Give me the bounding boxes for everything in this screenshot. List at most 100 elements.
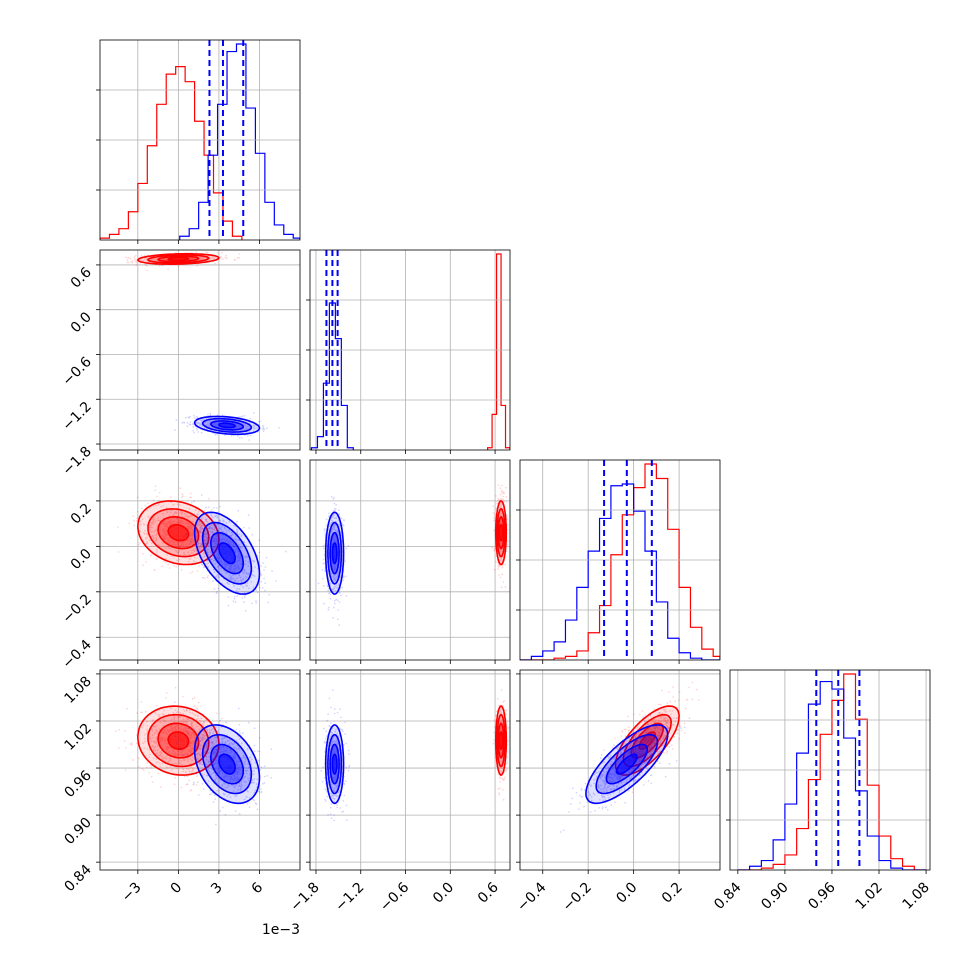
histogram-panel-3 [726, 669, 931, 874]
density-contour [147, 713, 210, 768]
x-tick-label: 0.0 [613, 880, 640, 907]
y-tick-label: 1.02 [61, 720, 94, 753]
x-tick-label: 3 [208, 880, 226, 898]
density-contour [329, 531, 340, 575]
histogram-step [520, 483, 720, 660]
x-tick-label: 0 [168, 880, 186, 898]
panel-body [100, 250, 300, 450]
panel-body [730, 670, 930, 870]
density-contour [327, 521, 343, 585]
panel-frame [309, 459, 511, 661]
density-contour [157, 515, 200, 550]
scatter-panel-3-2 [516, 669, 721, 874]
panel-frame [99, 249, 301, 451]
density-contour [496, 508, 506, 558]
density-contour [147, 508, 210, 558]
density-fill [168, 524, 189, 541]
density-contour [147, 254, 210, 264]
scatter-panel-2-1 [306, 459, 511, 664]
density-contour [638, 731, 656, 750]
y-tick-label: −1.2 [59, 399, 94, 434]
density-fill [332, 754, 337, 774]
x-tick-label: 0.6 [475, 879, 502, 906]
x-tick-label: −3 [119, 880, 145, 906]
x-tick-label: 0.96 [805, 879, 838, 912]
y-tick-label: 0.2 [68, 500, 95, 527]
x-tick-label: 1.02 [852, 880, 885, 913]
density-contour [498, 731, 504, 750]
density-fill [332, 543, 337, 564]
y-tick-label: −0.2 [59, 591, 94, 626]
histogram-step [737, 680, 927, 870]
density-contour [630, 722, 664, 759]
panel-body [310, 670, 510, 870]
x-tick-label: 0.0 [430, 880, 457, 907]
density-contour [136, 500, 220, 566]
panel-frame [99, 39, 301, 241]
x-tick-label: −1.2 [332, 880, 367, 915]
density-contour [209, 743, 244, 785]
histogram-step [100, 66, 243, 240]
density-contour [324, 511, 345, 595]
x-offset-label: 1e−3 [262, 922, 300, 938]
x-tick-label: −0.6 [377, 879, 412, 914]
density-contour [209, 531, 244, 575]
panel-frame [519, 669, 721, 871]
density-contour [167, 731, 190, 750]
histogram-step [520, 463, 720, 660]
panel-body [310, 460, 510, 660]
y-tick-label: 0.96 [61, 767, 94, 800]
x-tick-label: 0.84 [711, 879, 744, 912]
scatter-panel-3-1 [306, 669, 511, 874]
density-contour [605, 743, 649, 785]
density-contour [201, 733, 253, 795]
panel-body [100, 40, 300, 240]
histogram-step [487, 253, 510, 450]
density-contour [498, 524, 504, 542]
panel-body [100, 670, 300, 870]
panel-body [100, 460, 300, 660]
panel-body [520, 670, 720, 870]
scatter-panel-3-0 [96, 669, 301, 874]
density-contour [585, 724, 669, 805]
density-contour [201, 417, 253, 433]
x-tick-label: −0.4 [514, 879, 549, 914]
x-tick-label: 6 [249, 879, 267, 897]
panel-frame [519, 459, 721, 661]
density-contour [496, 713, 506, 768]
x-tick-label: 0.2 [659, 880, 686, 907]
density-contour [329, 743, 340, 785]
density-contour [157, 255, 200, 263]
density-contour [157, 722, 200, 759]
scatter-panel-2-0 [96, 459, 301, 664]
y-tick-label: 0.90 [61, 815, 94, 848]
y-tick-label: −0.4 [59, 637, 94, 672]
panel-frame [729, 669, 931, 871]
density-contour [324, 724, 345, 805]
density-contour [193, 415, 261, 436]
histogram-panel-0 [96, 39, 301, 244]
density-contour [331, 753, 338, 775]
density-contour [193, 724, 261, 805]
density-contour [218, 422, 236, 429]
y-tick-label: 0.6 [68, 264, 95, 291]
density-contour [218, 753, 236, 775]
density-contour [136, 252, 220, 265]
histogram-panel-2 [516, 459, 721, 664]
histogram-step [179, 43, 300, 240]
panel-frame [99, 669, 301, 871]
density-contour [497, 515, 505, 550]
y-tick-label: 1.08 [61, 673, 94, 706]
y-tick-label: 0.84 [61, 862, 94, 895]
panel-frame [309, 249, 511, 451]
y-tick-label: −1.8 [59, 444, 94, 479]
density-contour [193, 511, 261, 595]
density-contour [615, 753, 638, 775]
y-tick-label: 0.0 [68, 546, 95, 573]
histogram-panel-1 [306, 249, 511, 454]
density-contour [497, 722, 505, 759]
x-tick-label: −1.8 [287, 880, 322, 915]
density-contour [218, 542, 236, 565]
panel-body [520, 460, 720, 660]
